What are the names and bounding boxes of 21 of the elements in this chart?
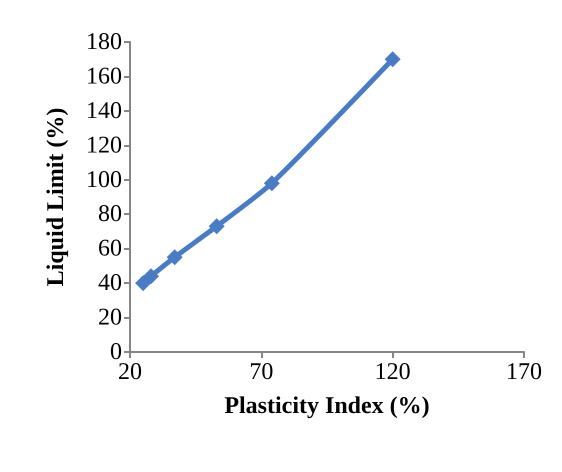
point	[384, 51, 401, 68]
y-tick-label: 120	[86, 132, 122, 158]
y-tick-label: 60	[98, 236, 122, 262]
y-tick-label: 80	[98, 201, 122, 228]
y-tick-label: 100	[86, 166, 122, 193]
y-tick-label: 40	[98, 270, 122, 296]
y-tick-label: 20	[98, 304, 122, 331]
y-tick-label: 140	[86, 98, 122, 124]
y-axis-title: Liquid Limit (%)	[43, 108, 69, 286]
point	[143, 268, 160, 284]
x-tick-label: 170	[506, 359, 542, 385]
x-tick-label: 70	[249, 359, 274, 385]
x-axis-title: Plasticity Index (%)	[224, 393, 430, 419]
x-tick-label: 120	[374, 359, 411, 385]
y-tick-label: 160	[86, 63, 122, 90]
point	[135, 275, 152, 292]
point	[166, 249, 183, 266]
y-tick-label: 180	[86, 29, 122, 55]
point	[264, 175, 280, 192]
x-tick-label: 20	[118, 359, 142, 385]
point	[208, 218, 225, 234]
